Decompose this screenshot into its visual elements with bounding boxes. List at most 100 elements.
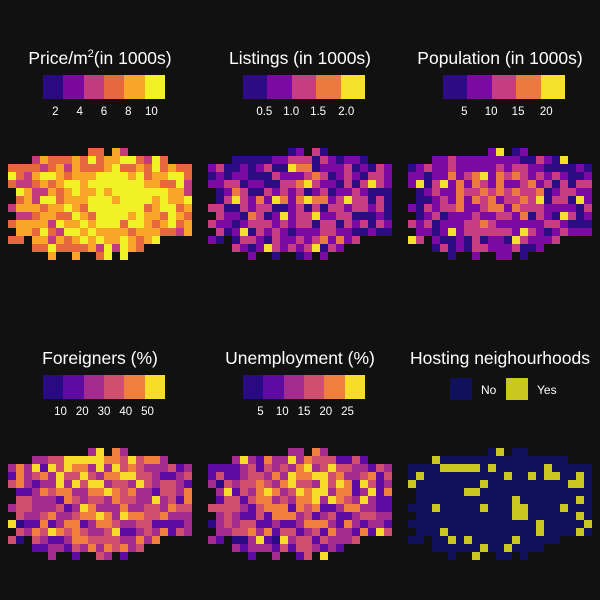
neighbourhood-cell <box>584 172 592 180</box>
neighbourhood-cell <box>360 512 368 520</box>
neighbourhood-cell <box>96 228 104 236</box>
neighbourhood-cell <box>312 244 320 252</box>
legend-tick-label: 2 <box>52 106 59 118</box>
neighbourhood-cell <box>480 236 488 244</box>
neighbourhood-cell <box>584 164 592 172</box>
neighbourhood-cell <box>88 472 96 480</box>
neighbourhood-cell <box>264 480 272 488</box>
neighbourhood-cell <box>536 472 544 480</box>
neighbourhood-cell <box>496 520 504 528</box>
panel-title: Listings (in 1000s) <box>228 48 372 68</box>
neighbourhood-cell <box>496 464 504 472</box>
neighbourhood-cell <box>232 172 240 180</box>
neighbourhood-cell <box>472 464 480 472</box>
neighbourhood-cell <box>56 228 64 236</box>
neighbourhood-cell <box>336 212 344 220</box>
legend-swatch <box>344 375 365 399</box>
neighbourhood-cell <box>216 212 224 220</box>
neighbourhood-cell <box>536 188 544 196</box>
neighbourhood-cell <box>96 212 104 220</box>
neighbourhood-cell <box>304 472 312 480</box>
neighbourhood-cell <box>272 236 280 244</box>
legend-swatch <box>124 375 145 399</box>
neighbourhood-cell <box>296 180 304 188</box>
neighbourhood-cell <box>352 456 360 464</box>
neighbourhood-cell <box>456 220 464 228</box>
neighbourhood-cell <box>120 172 128 180</box>
neighbourhood-cell <box>24 496 32 504</box>
neighbourhood-cell <box>464 204 472 212</box>
neighbourhood-cell <box>112 448 120 456</box>
neighbourhood-cell <box>136 236 144 244</box>
neighbourhood-cell <box>480 196 488 204</box>
neighbourhood-cell <box>440 456 448 464</box>
neighbourhood-cell <box>120 156 128 164</box>
neighbourhood-cell <box>64 544 72 552</box>
neighbourhood-cell <box>128 164 136 172</box>
neighbourhood-cell <box>168 520 176 528</box>
neighbourhood-cell <box>488 244 496 252</box>
neighbourhood-cell <box>88 480 96 488</box>
neighbourhood-cell <box>144 456 152 464</box>
neighbourhood-cell <box>536 220 544 228</box>
neighbourhood-cell <box>32 156 40 164</box>
neighbourhood-cell <box>136 544 144 552</box>
neighbourhood-cell <box>72 472 80 480</box>
neighbourhood-cell <box>368 496 376 504</box>
neighbourhood-cell <box>448 496 456 504</box>
panel-listings: Listings (in 1000s) 0.5 1.0 1.5 2.0 <box>200 0 400 300</box>
neighbourhood-cell <box>448 180 456 188</box>
neighbourhood-cell <box>96 220 104 228</box>
neighbourhood-cell <box>416 464 424 472</box>
neighbourhood-cell <box>248 204 256 212</box>
neighbourhood-cell <box>248 212 256 220</box>
neighbourhood-cell <box>496 196 504 204</box>
neighbourhood-cell <box>216 228 224 236</box>
neighbourhood-cell <box>296 228 304 236</box>
neighbourhood-cell <box>496 512 504 520</box>
neighbourhood-cell <box>488 504 496 512</box>
neighbourhood-cell <box>176 480 184 488</box>
neighbourhood-cell <box>496 472 504 480</box>
neighbourhood-cell <box>496 204 504 212</box>
neighbourhood-cell <box>64 228 72 236</box>
neighbourhood-cell <box>56 528 64 536</box>
neighbourhood-cell <box>168 172 176 180</box>
neighbourhood-cell <box>104 544 112 552</box>
neighbourhood-cell <box>584 196 592 204</box>
neighbourhood-cell <box>520 528 528 536</box>
neighbourhood-cell <box>80 172 88 180</box>
neighbourhood-cell <box>32 220 40 228</box>
neighbourhood-cell <box>280 244 288 252</box>
neighbourhood-cell <box>8 520 16 528</box>
neighbourhood-cell <box>88 148 96 156</box>
legend-swatch <box>467 75 492 99</box>
neighbourhood-cell <box>8 164 16 172</box>
neighbourhood-cell <box>424 496 432 504</box>
neighbourhood-cell <box>96 172 104 180</box>
neighbourhood-cell <box>56 172 64 180</box>
neighbourhood-cell <box>584 528 592 536</box>
neighbourhood-cell <box>112 212 120 220</box>
neighbourhood-cell <box>576 496 584 504</box>
neighbourhood-cell <box>320 496 328 504</box>
neighbourhood-cell <box>312 236 320 244</box>
neighbourhood-cell <box>24 204 32 212</box>
neighbourhood-cell <box>40 512 48 520</box>
neighbourhood-cell <box>112 464 120 472</box>
neighbourhood-cell <box>520 220 528 228</box>
neighbourhood-cell <box>296 188 304 196</box>
neighbourhood-cell <box>376 196 384 204</box>
neighbourhood-cell <box>512 496 520 504</box>
legend-tick-label: 1.0 <box>283 106 300 118</box>
neighbourhood-cell <box>344 196 352 204</box>
neighbourhood-cell <box>488 456 496 464</box>
legend-tick-label: 5 <box>257 406 264 418</box>
neighbourhood-cell <box>376 220 384 228</box>
neighbourhood-cell <box>296 204 304 212</box>
neighbourhood-cell <box>536 180 544 188</box>
neighbourhood-cell <box>48 472 56 480</box>
neighbourhood-cell <box>112 148 120 156</box>
neighbourhood-cell <box>576 488 584 496</box>
neighbourhood-cell <box>176 180 184 188</box>
